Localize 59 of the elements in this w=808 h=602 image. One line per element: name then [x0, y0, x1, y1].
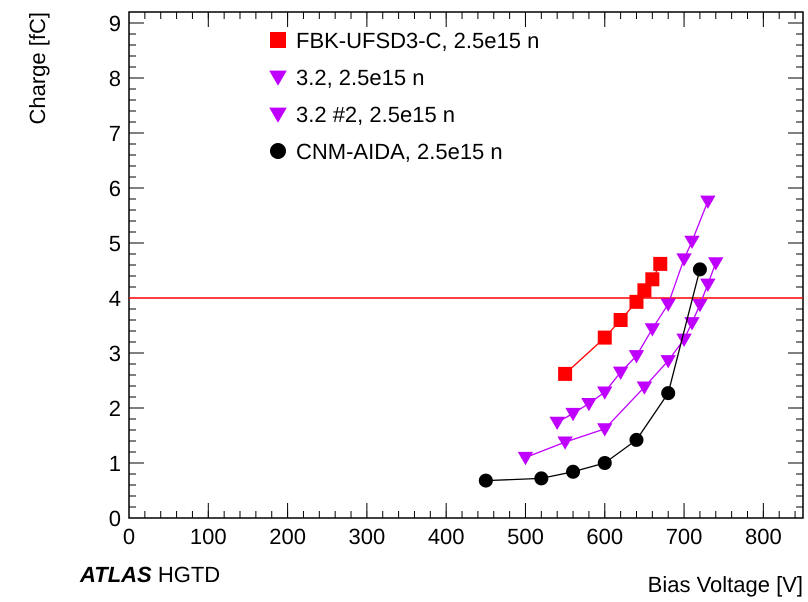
y-tick-label: 8 [108, 66, 121, 91]
point [597, 386, 612, 400]
point [614, 313, 628, 327]
point [628, 350, 644, 364]
y-tick-label: 0 [108, 506, 121, 531]
point [645, 272, 660, 286]
text: ATLAS HGTD [79, 562, 220, 587]
point [557, 436, 573, 450]
y-tick-label: 7 [108, 121, 121, 146]
x-tick-label: 700 [666, 524, 702, 549]
point [692, 299, 708, 312]
legend-label: 3.2 #2, 2.5e15 n [296, 102, 456, 127]
x-tick-label: 600 [586, 524, 624, 549]
x-tick-label: 800 [744, 524, 782, 549]
y-tick-label: 5 [108, 231, 121, 256]
point [478, 474, 493, 488]
point [598, 330, 612, 345]
point [629, 294, 644, 309]
legend-label: CNM-AIDA, 2.5e15 n [296, 139, 503, 164]
point [692, 262, 707, 276]
point [637, 283, 652, 298]
point [661, 386, 676, 400]
point [549, 416, 565, 430]
point [684, 317, 700, 330]
point [565, 408, 581, 422]
point [700, 196, 716, 209]
point [629, 432, 644, 447]
point [684, 236, 700, 250]
x-tick-label: 300 [348, 524, 386, 549]
point [636, 382, 652, 395]
point [534, 471, 548, 486]
point [700, 278, 716, 292]
point [558, 366, 572, 381]
point [660, 355, 676, 368]
x-tick-label: 400 [428, 524, 465, 549]
point [708, 257, 724, 270]
point [653, 256, 668, 271]
point [644, 323, 660, 336]
point [598, 456, 612, 470]
legend-label: FBK-UFSD3-C, 2.5e15 n [296, 28, 540, 53]
y-axis-title: Charge [fC] [25, 12, 50, 124]
point [612, 366, 628, 380]
y-tick-label: 2 [108, 396, 121, 421]
point [676, 253, 692, 267]
y-tick-label: 4 [108, 286, 121, 311]
x-tick-label: 100 [190, 524, 227, 549]
x-tick-label: 500 [507, 524, 544, 549]
point [581, 398, 597, 412]
y-tick-label: 6 [108, 176, 121, 201]
point [660, 298, 676, 312]
y-tick-label: 3 [108, 341, 121, 366]
point [518, 452, 534, 466]
point [597, 423, 612, 437]
x-axis-title: Bias Voltage [V] [648, 572, 803, 597]
y-tick-label: 1 [108, 451, 121, 476]
x-tick-label: 200 [269, 524, 306, 549]
point [566, 464, 580, 479]
y-tick-label: 9 [108, 11, 121, 36]
legend-label: 3.2, 2.5e15 n [296, 65, 424, 90]
